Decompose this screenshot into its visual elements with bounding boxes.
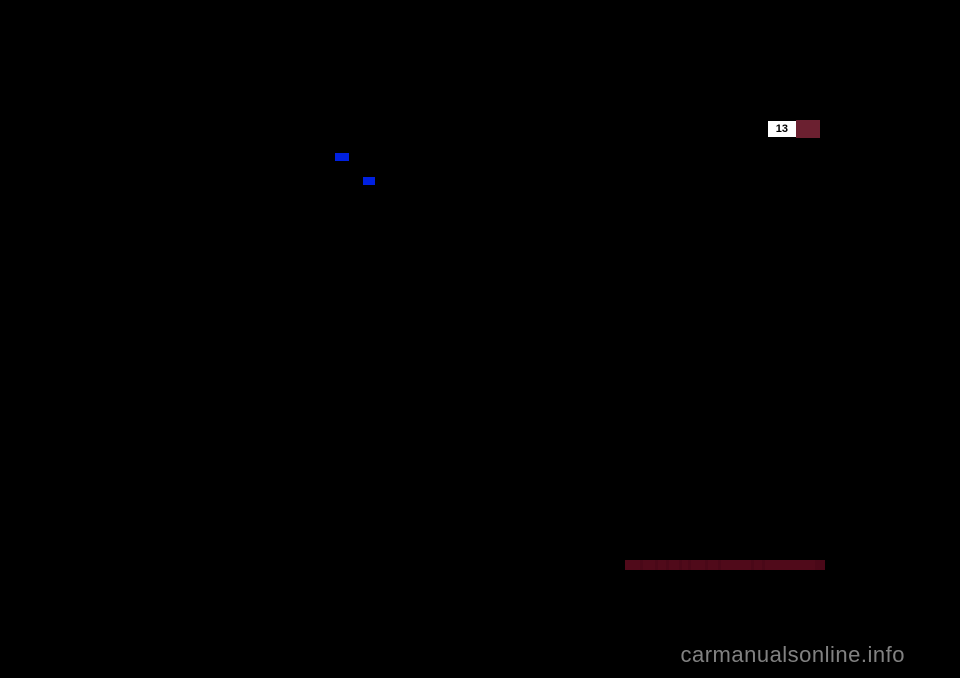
page-content-area (125, 110, 825, 575)
divider-segment (765, 560, 815, 570)
page-tab-indicator (796, 120, 820, 138)
page-number: 13 (768, 121, 796, 137)
divider-segment (658, 560, 666, 570)
blue-mark-icon (335, 153, 349, 161)
divider-segment (643, 560, 655, 570)
page-number-container: 13 (768, 120, 820, 138)
divider-segment (721, 560, 751, 570)
blue-mark-icon (363, 177, 375, 185)
divider-segment (682, 560, 688, 570)
divider-segment (669, 560, 679, 570)
divider-segment (754, 560, 762, 570)
watermark-text: carmanualsonline.info (680, 642, 905, 668)
divider-segment (691, 560, 705, 570)
blue-accent-marks (335, 148, 377, 190)
section-divider-bar (625, 560, 825, 570)
divider-segment (708, 560, 718, 570)
divider-segment (625, 560, 640, 570)
